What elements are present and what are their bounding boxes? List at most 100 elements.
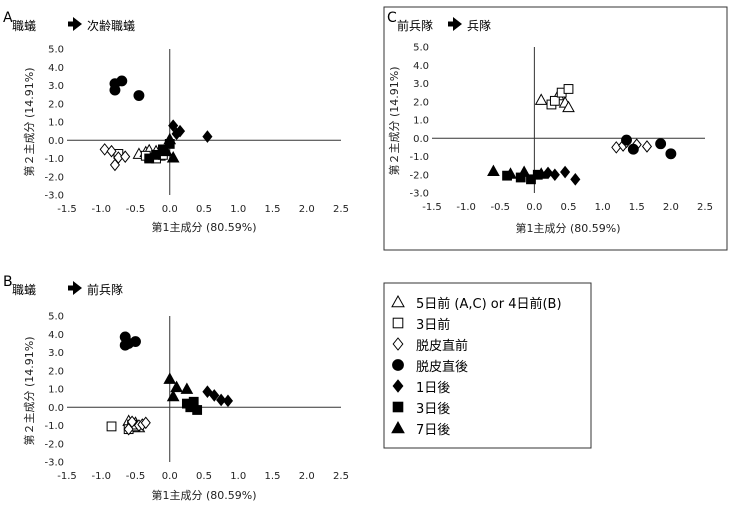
data-point-pre — [120, 150, 131, 163]
right-arrow-icon — [68, 17, 82, 31]
panel-b-plot: -1.5 -1.0 -0.5 0.0 0.5 1.0 1.5 2.0 2.5 5.0 4.0 3.0 2… — [44, 312, 348, 483]
panel-c: C 前兵隊 兵隊 -1.5 -1.0 -0.5 0.0 0.5 1.0 1.5 2.0 2.5 5… — [383, 6, 728, 251]
data-point-post — [665, 148, 677, 160]
data-point-a7 — [487, 164, 500, 176]
x-tick-label: 1.0 — [230, 471, 246, 482]
panel-c-frame — [383, 6, 728, 251]
right-arrow-icon — [68, 281, 82, 295]
y-tick-label: 3.0 — [413, 79, 429, 90]
data-point-a7 — [170, 380, 183, 393]
data-point-pre — [109, 158, 120, 172]
data-point-post — [109, 84, 121, 96]
legend-label-a7: 7日後 — [416, 423, 450, 438]
data-point-a3 — [192, 405, 203, 415]
data-point-post — [621, 134, 632, 146]
data-point-d3 — [563, 84, 574, 94]
y-tick-label: 3.0 — [48, 348, 64, 359]
panel-c-plot: -1.5 -1.0 -0.5 0.0 0.5 1.0 1.5 2.0 2.5 5.0 4.0 3.0 2… — [409, 43, 712, 214]
y-tick-label: -3.0 — [44, 191, 64, 202]
y-tick-label: 3.0 — [48, 81, 64, 92]
x-tick-label: -0.5 — [126, 204, 146, 215]
data-point-a7 — [159, 144, 173, 157]
x-tick-label: 0.5 — [196, 204, 212, 215]
x-tick-label: -1.5 — [422, 202, 442, 213]
legend-marker-post — [392, 359, 404, 371]
data-point-pre — [611, 141, 622, 154]
x-tick-label: 2.5 — [333, 471, 349, 482]
x-tick-label: 0.0 — [162, 471, 178, 482]
legend-label-pre: 脱皮直前 — [416, 338, 468, 354]
legend-label-a1: 1日後 — [416, 381, 450, 396]
data-point-a1 — [570, 173, 581, 186]
data-point-pre — [99, 143, 110, 156]
x-tick-label: 0.0 — [162, 204, 178, 215]
data-point-a7 — [166, 389, 180, 402]
y-tick-label: -2.0 — [44, 439, 64, 450]
x-tick-label: 2.0 — [663, 202, 679, 213]
legend-frame — [383, 282, 592, 449]
x-tick-label: 0.5 — [561, 202, 577, 213]
y-tick-label: -3.0 — [409, 189, 429, 200]
legend-label-post: 脱皮直後 — [416, 360, 468, 375]
data-point-post — [133, 90, 145, 101]
x-tick-label: -1.0 — [91, 471, 111, 482]
y-tick-label: 1.0 — [48, 385, 64, 396]
panel-b-letter: B — [3, 274, 13, 290]
panel-b-ylabel: 第２主成分 (14.91%) — [22, 336, 36, 445]
x-tick-label: 2.5 — [333, 204, 349, 215]
panel-b: B 職蟻 前兵隊 -1.5 -1.0 -0.5 0.0 0.5 1.0 1.5 2.0 2.5 5… — [3, 274, 349, 502]
x-tick-label: -0.5 — [126, 471, 146, 482]
right-arrow-icon — [448, 17, 462, 31]
data-point-a7 — [163, 132, 177, 145]
data-point-d5 — [562, 100, 575, 113]
panel-c-letter: C — [387, 10, 397, 26]
y-tick-label: -1.0 — [409, 152, 429, 163]
panel-c-ylabel: 第２主成分 (14.91%) — [387, 66, 401, 175]
data-point-pre — [140, 416, 151, 430]
x-tick-label: 1.5 — [265, 204, 281, 215]
panel-a-xlabel: 第1主成分 (80.59%) — [151, 220, 256, 234]
data-point-d5 — [534, 93, 548, 105]
panel-c-xlabel: 第1主成分 (80.59%) — [515, 221, 620, 235]
x-tick-label: -1.0 — [91, 204, 111, 215]
y-tick-label: 4.0 — [413, 61, 429, 72]
y-tick-label: 1.0 — [48, 118, 64, 129]
panel-a-plot: -1.5 -1.0 -0.5 0.0 0.5 1.0 1.5 2.0 2.5 5.0 4.0 3.0 2… — [44, 45, 348, 216]
y-tick-label: 5.0 — [48, 312, 64, 323]
y-tick-label: 4.0 — [48, 63, 64, 74]
data-point-a1 — [560, 165, 571, 179]
x-tick-label: -1.5 — [57, 204, 77, 215]
x-tick-label: 2.5 — [697, 202, 713, 213]
y-tick-label: 5.0 — [413, 43, 429, 54]
y-tick-label: -2.0 — [44, 172, 64, 183]
y-tick-label: -1.0 — [44, 154, 64, 165]
data-point-a7 — [163, 372, 177, 384]
data-point-a1 — [216, 393, 227, 407]
x-tick-label: 2.0 — [299, 204, 315, 215]
data-point-d3 — [549, 95, 560, 106]
legend-marker-a7 — [391, 420, 405, 434]
x-tick-label: 2.0 — [299, 471, 315, 482]
panel-b-title-from: 職蟻 — [12, 283, 36, 297]
x-tick-label: -0.5 — [490, 202, 510, 213]
y-tick-label: -1.0 — [44, 421, 64, 432]
data-point-a1 — [202, 385, 213, 399]
data-point-d3 — [106, 421, 117, 432]
panel-c-title-from: 前兵隊 — [397, 18, 433, 33]
panel-a-title-to: 次齢職蟻 — [87, 18, 135, 33]
y-tick-label: -2.0 — [409, 170, 429, 181]
x-tick-label: 1.0 — [230, 204, 246, 215]
y-tick-label: 4.0 — [48, 330, 64, 341]
legend-marker-a3 — [392, 401, 404, 413]
x-tick-label: 0.0 — [526, 202, 542, 213]
legend-label-d3: 3日前 — [416, 317, 450, 333]
panel-a-ylabel: 第２主成分 (14.91%) — [22, 67, 36, 176]
data-point-post — [655, 138, 667, 150]
data-point-a7 — [534, 167, 548, 179]
x-tick-label: 1.0 — [595, 202, 611, 213]
data-point-a1 — [209, 389, 220, 402]
y-tick-label: 0.0 — [48, 136, 64, 147]
data-point-a7 — [166, 151, 180, 163]
